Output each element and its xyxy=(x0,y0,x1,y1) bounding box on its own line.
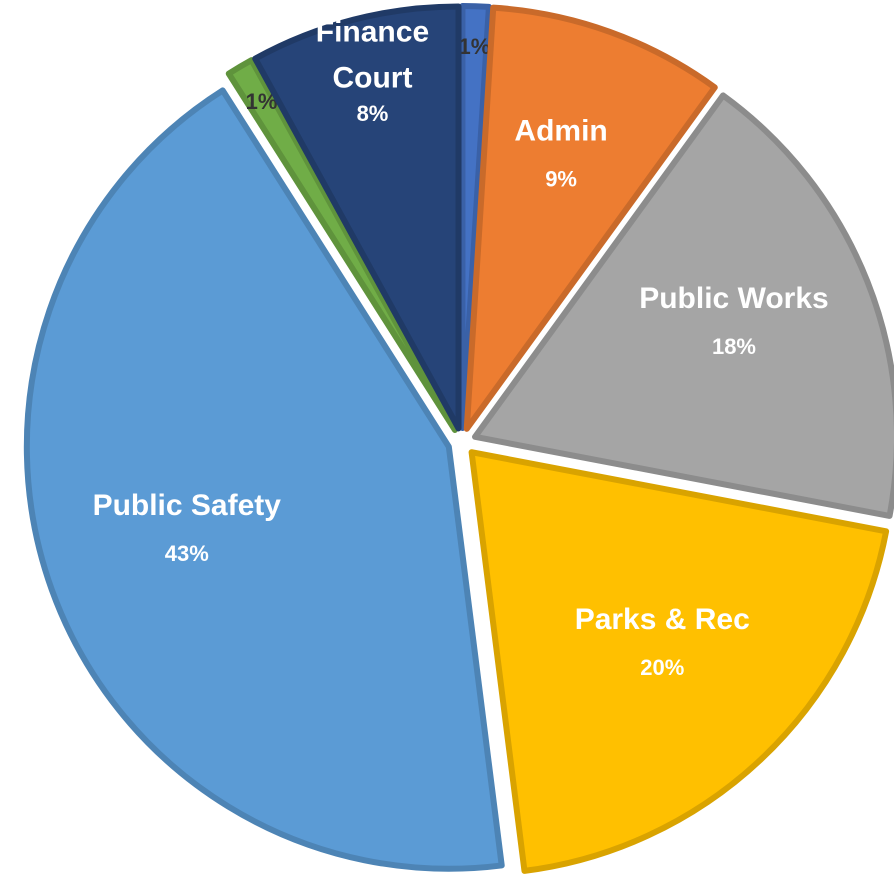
pie-slice xyxy=(459,3,492,432)
value-label: 9% xyxy=(545,167,577,192)
pie-slice xyxy=(252,3,462,432)
pie-slice xyxy=(23,87,505,872)
pie-slice xyxy=(468,449,890,874)
value-label: 43% xyxy=(165,541,209,566)
slice-label: Public Safety xyxy=(93,489,282,522)
slice-label: Parks & Rec xyxy=(575,603,750,636)
value-label: 8% xyxy=(357,101,389,126)
pie-slice xyxy=(463,4,718,432)
slice-label-line: Court xyxy=(332,61,412,94)
pie-slice xyxy=(225,57,458,433)
value-label: 1% xyxy=(458,34,490,59)
pie-slice xyxy=(472,92,894,519)
value-label: 20% xyxy=(640,655,684,680)
slice-label-line: Finance xyxy=(316,15,429,48)
slice-label: Admin xyxy=(514,115,607,148)
slice-label: Finance Court xyxy=(316,15,429,94)
slice-label: Public Works xyxy=(639,282,829,315)
value-label: 18% xyxy=(712,334,756,359)
